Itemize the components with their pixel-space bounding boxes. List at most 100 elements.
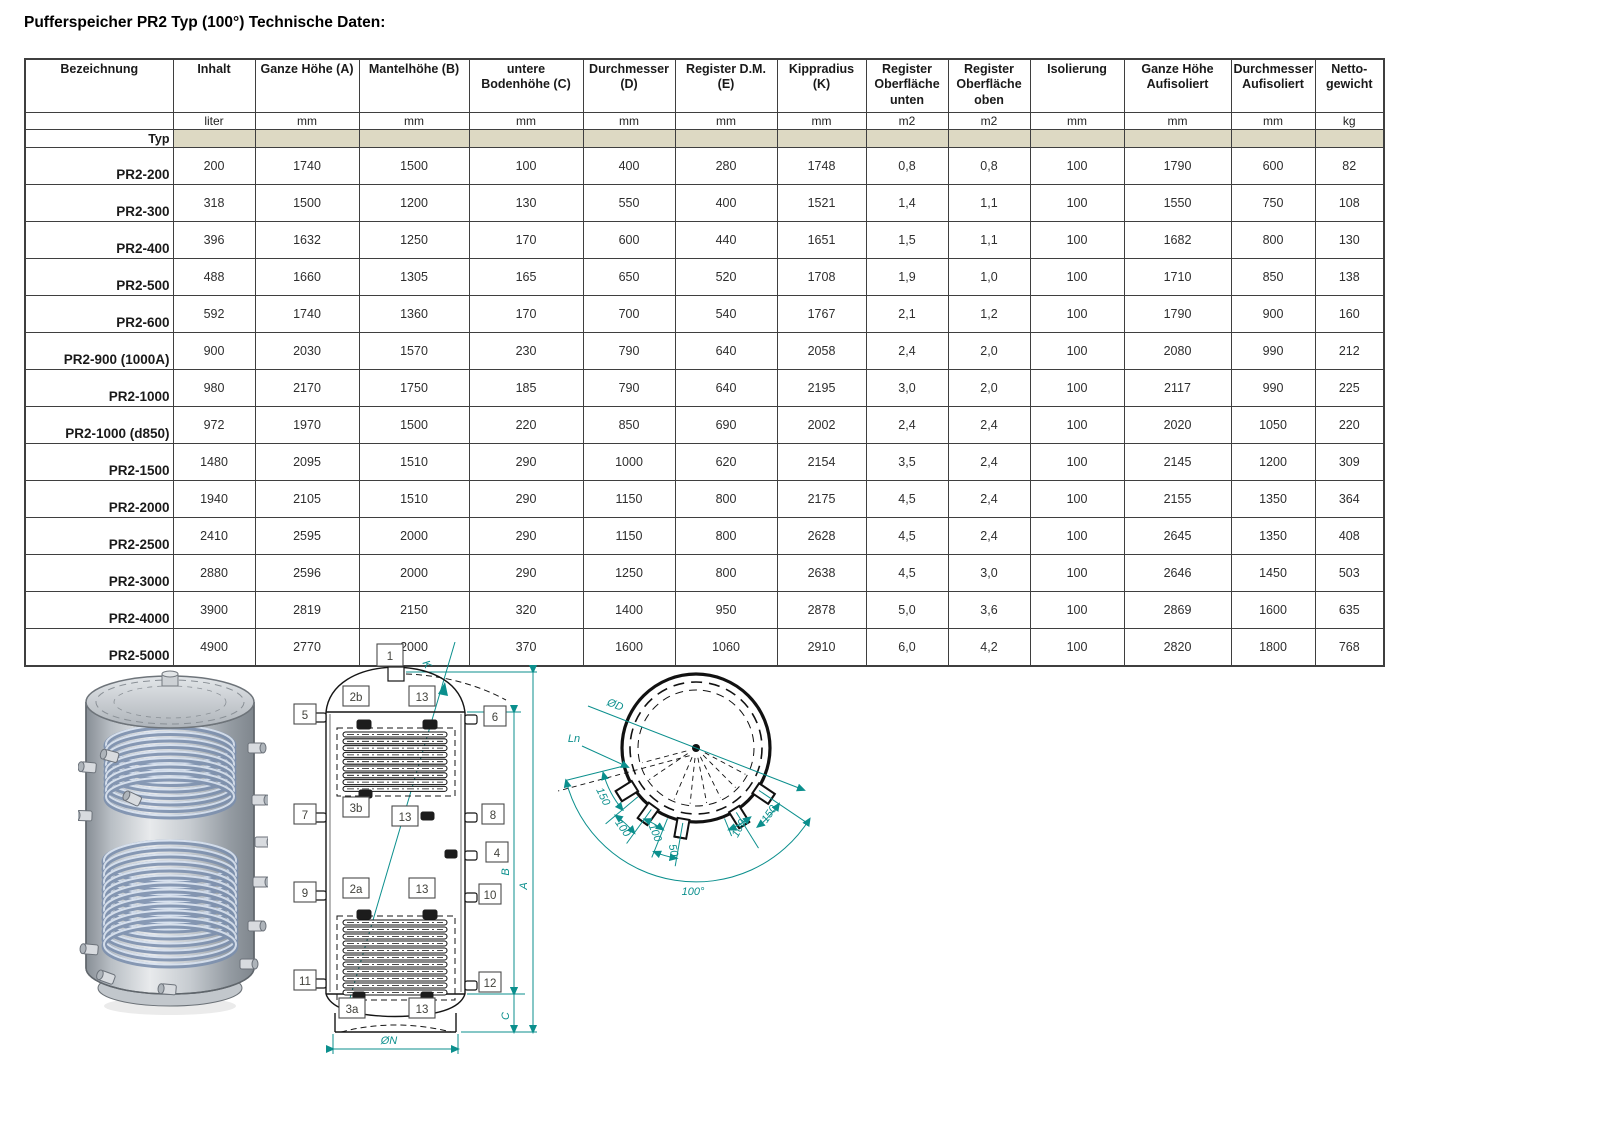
value-cell: 3,5 bbox=[865, 443, 949, 481]
value-cell: 1,5 bbox=[865, 221, 949, 259]
lower-register bbox=[336, 915, 456, 1001]
value-cell: 2030 bbox=[254, 332, 360, 370]
value-cell: 1790 bbox=[1123, 295, 1232, 333]
typ-band-cell bbox=[1314, 129, 1385, 148]
value-cell: 592 bbox=[172, 295, 256, 333]
value-cell: 2000 bbox=[358, 554, 470, 592]
value-cell: 2020 bbox=[1123, 406, 1232, 444]
value-cell: 2155 bbox=[1123, 480, 1232, 518]
value-cell: 1500 bbox=[358, 147, 470, 185]
value-cell: 1350 bbox=[1230, 480, 1316, 518]
value-cell: 1,0 bbox=[947, 258, 1031, 296]
value-cell: 600 bbox=[1230, 147, 1316, 185]
value-cell: 290 bbox=[468, 443, 584, 481]
value-cell: 990 bbox=[1230, 369, 1316, 407]
value-cell: 2002 bbox=[776, 406, 867, 444]
value-cell: 950 bbox=[674, 591, 778, 629]
value-cell: 2195 bbox=[776, 369, 867, 407]
value-cell: 900 bbox=[1230, 295, 1316, 333]
value-cell: 2170 bbox=[254, 369, 360, 407]
value-cell: 165 bbox=[468, 258, 584, 296]
value-cell: 1767 bbox=[776, 295, 867, 333]
port-label: 12 bbox=[484, 978, 497, 990]
port-label: 3a bbox=[346, 1004, 359, 1016]
header-cell: Bezeichnung bbox=[24, 58, 174, 113]
type-name-cell: PR2-300 bbox=[24, 184, 174, 222]
typ-band-cell bbox=[865, 129, 949, 148]
value-cell: 650 bbox=[582, 258, 676, 296]
value-cell: 400 bbox=[582, 147, 676, 185]
value-cell: 2596 bbox=[254, 554, 360, 592]
unit-cell: mm bbox=[468, 112, 584, 130]
value-cell: 82 bbox=[1314, 147, 1385, 185]
value-cell: 1305 bbox=[358, 258, 470, 296]
value-cell: 1250 bbox=[582, 554, 676, 592]
dim-A-label: A bbox=[518, 882, 530, 890]
value-cell: 1150 bbox=[582, 480, 676, 518]
spec-table: Bezeichnung Inhalt Ganze Höhe (A) Mantelhöh… bbox=[24, 58, 1385, 667]
port-label: 9 bbox=[302, 888, 308, 900]
value-cell: 2058 bbox=[776, 332, 867, 370]
unit-cell: mm bbox=[582, 112, 676, 130]
typ-band-cell bbox=[776, 129, 867, 148]
value-cell: 1682 bbox=[1123, 221, 1232, 259]
table-row: PR2-2000 1940 2105 1510 290 1150 800 2175 4,5 2,4… bbox=[24, 480, 1385, 518]
type-name-cell: PR2-400 bbox=[24, 221, 174, 259]
typ-band-cell bbox=[358, 129, 470, 148]
type-name-cell: PR2-1000 (d850) bbox=[24, 406, 174, 444]
value-cell: 1740 bbox=[254, 147, 360, 185]
value-cell: 1708 bbox=[776, 258, 867, 296]
port-label: 7 bbox=[302, 810, 308, 822]
value-cell: 1480 bbox=[172, 443, 256, 481]
value-cell: 800 bbox=[674, 517, 778, 555]
value-cell: 900 bbox=[172, 332, 256, 370]
value-cell: 170 bbox=[468, 295, 584, 333]
value-cell: 750 bbox=[1230, 184, 1316, 222]
value-cell: 2,4 bbox=[865, 332, 949, 370]
header-cell: untere Bodenhöhe (C) bbox=[468, 58, 584, 113]
value-cell: 1800 bbox=[1230, 628, 1316, 667]
value-cell: 220 bbox=[1314, 406, 1385, 444]
port-label: 5 bbox=[302, 710, 308, 722]
table-row: PR2-5000 4900 2770 2000 370 1600 1060 2910 6,0 4,… bbox=[24, 628, 1385, 667]
value-cell: 5,0 bbox=[865, 591, 949, 629]
dim-diameter-label: ØN bbox=[380, 1035, 398, 1047]
value-cell: 318 bbox=[172, 184, 256, 222]
unit-cell: kg bbox=[1314, 112, 1385, 130]
value-cell: 1740 bbox=[254, 295, 360, 333]
value-cell: 100 bbox=[468, 147, 584, 185]
value-cell: 100 bbox=[1029, 295, 1125, 333]
value-cell: 1250 bbox=[358, 221, 470, 259]
value-cell: 2910 bbox=[776, 628, 867, 667]
value-cell: 100 bbox=[1029, 332, 1125, 370]
port-label: 13 bbox=[399, 812, 412, 824]
table-row: PR2-200 200 1740 1500 100 400 280 1748 0,8 0,8 100… bbox=[24, 147, 1385, 185]
upper-register bbox=[336, 727, 456, 797]
value-cell: 100 bbox=[1029, 147, 1125, 185]
top-view-drawing: ØD Ln 150 100 100 50 100 150 100° bbox=[558, 672, 811, 898]
value-cell: 2117 bbox=[1123, 369, 1232, 407]
unit-cell: mm bbox=[358, 112, 470, 130]
value-cell: 2,4 bbox=[947, 517, 1031, 555]
unit-cell: mm bbox=[254, 112, 360, 130]
typ-band-cell bbox=[1029, 129, 1125, 148]
port-label: 8 bbox=[490, 810, 496, 822]
value-cell: 2,1 bbox=[865, 295, 949, 333]
value-cell: 2080 bbox=[1123, 332, 1232, 370]
unit-cell: mm bbox=[674, 112, 778, 130]
unit-cell: liter bbox=[172, 112, 256, 130]
value-cell: 1360 bbox=[358, 295, 470, 333]
value-cell: 800 bbox=[1230, 221, 1316, 259]
value-cell: 290 bbox=[468, 517, 584, 555]
value-cell: 1,9 bbox=[865, 258, 949, 296]
value-cell: 100 bbox=[1029, 480, 1125, 518]
value-cell: 130 bbox=[468, 184, 584, 222]
port-label: 1 bbox=[387, 651, 393, 663]
value-cell: 600 bbox=[582, 221, 676, 259]
value-cell: 1,2 bbox=[947, 295, 1031, 333]
value-cell: 1790 bbox=[1123, 147, 1232, 185]
value-cell: 2880 bbox=[172, 554, 256, 592]
value-cell: 1150 bbox=[582, 517, 676, 555]
type-name-cell: PR2-600 bbox=[24, 295, 174, 333]
value-cell: 1050 bbox=[1230, 406, 1316, 444]
